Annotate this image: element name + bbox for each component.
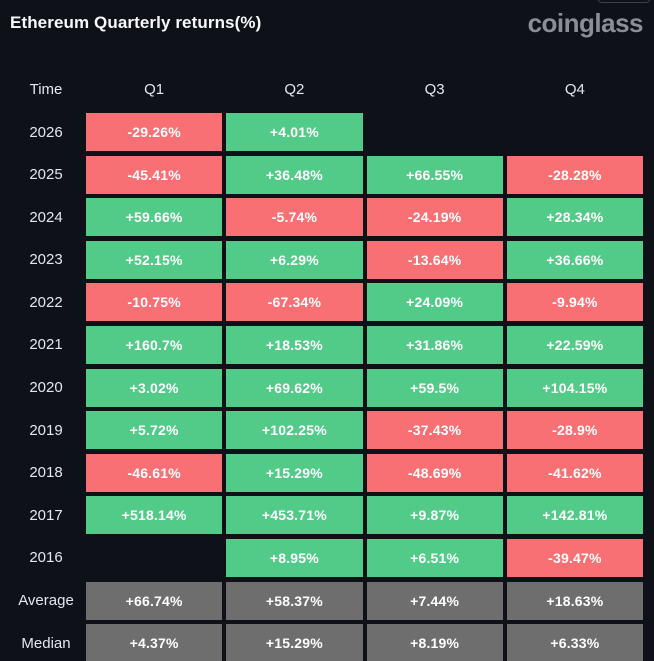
topbar: Ethereum Quarterly returns(%) coinglass	[10, 8, 644, 54]
return-cell-2018-q3: -48.69%	[366, 453, 503, 492]
return-cell-2017-q1: +518.14%	[86, 496, 223, 535]
row-label-2019: 2019	[29, 421, 63, 439]
return-cell-average-q3: +7.44%	[366, 581, 503, 620]
return-cell-median-q1: +4.37%	[86, 624, 223, 661]
row-label-2020: 2020	[29, 379, 63, 397]
return-cell-2019-q1: +5.72%	[86, 411, 223, 450]
return-cell-2024-q3: -24.19%	[366, 198, 503, 237]
return-cell-2022-q2: -67.34%	[226, 283, 363, 322]
return-cell-median-q3: +8.19%	[366, 624, 503, 661]
return-cell-2026-q3	[367, 113, 503, 151]
column-header-q2: Q2	[284, 80, 305, 98]
table-row: 2024 +59.66% -5.74% -24.19% +28.34%	[10, 198, 643, 237]
return-cell-2021-q1: +160.7%	[86, 325, 223, 364]
return-cell-median-q4: +6.33%	[506, 624, 643, 661]
table-row: 2019 +5.72% +102.25% -37.43% -28.9%	[10, 411, 643, 450]
table-header-row: Time Q1 Q2 Q3 Q4	[10, 78, 643, 100]
table-row: 2017 +518.14% +453.71% +9.87% +142.81%	[10, 496, 643, 535]
row-label-2018: 2018	[29, 464, 63, 482]
return-cell-2026-q1: -29.26%	[86, 113, 223, 151]
return-cell-2023-q3: -13.64%	[366, 240, 503, 279]
return-cell-2016-q3: +6.51%	[366, 538, 503, 577]
return-cell-2019-q4: -28.9%	[506, 411, 643, 450]
return-cell-2024-q4: +28.34%	[506, 198, 643, 237]
return-cell-2025-q4: -28.28%	[506, 155, 643, 194]
row-label-2017: 2017	[29, 506, 63, 524]
row-label-2024: 2024	[29, 208, 63, 226]
row-label-2023: 2023	[29, 251, 63, 269]
return-cell-median-q2: +15.29%	[226, 624, 363, 661]
row-label-2026: 2026	[29, 123, 63, 141]
table-row: 2020 +3.02% +69.62% +59.5% +104.15%	[10, 368, 643, 407]
return-cell-2022-q3: +24.09%	[366, 283, 503, 322]
table-row: 2023 +52.15% +6.29% -13.64% +36.66%	[10, 240, 643, 279]
return-cell-2020-q4: +104.15%	[506, 368, 643, 407]
return-cell-2019-q3: -37.43%	[366, 411, 503, 450]
return-cell-2018-q4: -41.62%	[506, 453, 643, 492]
return-cell-2022-q1: -10.75%	[86, 283, 223, 322]
table-row: 2026 -29.26% +4.01%	[10, 113, 643, 151]
return-cell-2016-q2: +8.95%	[226, 538, 363, 577]
column-header-q4: Q4	[564, 80, 585, 98]
column-header-time: Time	[29, 80, 63, 98]
table-body: 2026 -29.26% +4.01% 2025 -45.41% +36.48% +66.5…	[10, 113, 643, 661]
return-cell-2026-q2: +4.01%	[226, 113, 363, 151]
return-cell-2021-q3: +31.86%	[366, 325, 503, 364]
return-cell-2016-q4: -39.47%	[506, 538, 643, 577]
return-cell-2017-q2: +453.71%	[226, 496, 363, 535]
coinglass-logo: coinglass	[527, 8, 644, 38]
table-row: 2022 -10.75% -67.34% +24.09% -9.94%	[10, 283, 643, 322]
return-cell-2023-q1: +52.15%	[86, 240, 223, 279]
return-cell-average-q1: +66.74%	[86, 581, 223, 620]
row-label-average: Average	[18, 592, 74, 610]
return-cell-2021-q2: +18.53%	[226, 325, 363, 364]
return-cell-2023-q4: +36.66%	[506, 240, 643, 279]
table-row: 2018 -46.61% +15.29% -48.69% -41.62%	[10, 453, 643, 492]
return-cell-2024-q1: +59.66%	[86, 198, 223, 237]
column-header-q1: Q1	[144, 80, 165, 98]
return-cell-2017-q4: +142.81%	[506, 496, 643, 535]
page-title: Ethereum Quarterly returns(%)	[10, 13, 262, 32]
return-cell-2020-q3: +59.5%	[366, 368, 503, 407]
row-label-2022: 2022	[29, 293, 63, 311]
return-cell-2022-q4: -9.94%	[506, 283, 643, 322]
return-cell-2018-q1: -46.61%	[86, 453, 223, 492]
table-row: 2016 +8.95% +6.51% -39.47%	[10, 538, 643, 577]
return-cell-average-q2: +58.37%	[226, 581, 363, 620]
return-cell-2016-q1	[86, 539, 222, 577]
row-label-median: Median	[21, 634, 71, 652]
return-cell-2021-q4: +22.59%	[506, 325, 643, 364]
return-cell-2019-q2: +102.25%	[226, 411, 363, 450]
cropped-button-fragment	[598, 0, 650, 3]
row-label-2025: 2025	[29, 166, 63, 184]
return-cell-2025-q2: +36.48%	[226, 155, 363, 194]
return-cell-2020-q2: +69.62%	[226, 368, 363, 407]
return-cell-average-q4: +18.63%	[506, 581, 643, 620]
row-label-2016: 2016	[29, 549, 63, 567]
return-cell-2024-q2: -5.74%	[226, 198, 363, 237]
return-cell-2017-q3: +9.87%	[366, 496, 503, 535]
row-label-2021: 2021	[29, 336, 63, 354]
table-row: 2025 -45.41% +36.48% +66.55% -28.28%	[10, 155, 643, 194]
return-cell-2018-q2: +15.29%	[226, 453, 363, 492]
table-row: 2021 +160.7% +18.53% +31.86% +22.59%	[10, 325, 643, 364]
table-row: Average +66.74% +58.37% +7.44% +18.63%	[10, 581, 643, 620]
return-cell-2026-q4	[507, 113, 643, 151]
table-row: Median +4.37% +15.29% +8.19% +6.33%	[10, 624, 643, 661]
return-cell-2025-q1: -45.41%	[86, 155, 223, 194]
return-cell-2020-q1: +3.02%	[86, 368, 223, 407]
return-cell-2023-q2: +6.29%	[226, 240, 363, 279]
return-cell-2025-q3: +66.55%	[366, 155, 503, 194]
column-header-q3: Q3	[424, 80, 445, 98]
